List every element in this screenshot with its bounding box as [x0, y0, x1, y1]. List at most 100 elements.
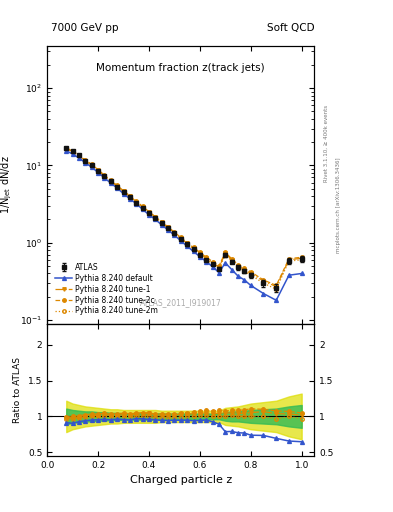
Pythia 8.240 tune-2m — [115, 184, 119, 190]
Pythia 8.240 tune-2m — [274, 286, 279, 292]
Pythia 8.240 tune-2c — [198, 249, 202, 255]
Pythia 8.240 default — [102, 175, 107, 181]
Y-axis label: 1/N$_{\rm jet}$ dN/dz: 1/N$_{\rm jet}$ dN/dz — [0, 156, 15, 214]
Pythia 8.240 tune-1 — [191, 245, 196, 251]
Pythia 8.240 tune-1 — [223, 250, 228, 257]
Pythia 8.240 tune-2m — [198, 251, 202, 258]
Pythia 8.240 tune-2m — [223, 251, 228, 258]
Pythia 8.240 tune-2c — [115, 182, 119, 188]
Pythia 8.240 tune-2c — [64, 145, 69, 151]
Pythia 8.240 tune-2c — [108, 177, 113, 183]
Pythia 8.240 tune-2c — [242, 265, 247, 271]
Pythia 8.240 tune-1 — [236, 263, 241, 269]
Pythia 8.240 default — [64, 147, 69, 154]
Pythia 8.240 default — [121, 190, 126, 197]
Pythia 8.240 tune-2m — [159, 220, 164, 226]
Pythia 8.240 default — [248, 283, 253, 289]
Pythia 8.240 default — [77, 155, 81, 161]
Pythia 8.240 default — [83, 160, 88, 166]
Pythia 8.240 tune-2c — [191, 244, 196, 250]
Pythia 8.240 tune-2m — [77, 153, 81, 159]
Pythia 8.240 tune-2c — [299, 254, 304, 260]
Pythia 8.240 default — [223, 260, 228, 266]
Pythia 8.240 default — [153, 217, 158, 223]
Pythia 8.240 tune-1 — [286, 257, 291, 263]
Pythia 8.240 tune-1 — [83, 158, 88, 164]
Pythia 8.240 default — [140, 206, 145, 212]
Pythia 8.240 tune-2m — [217, 266, 221, 272]
Pythia 8.240 tune-2c — [153, 214, 158, 220]
Pythia 8.240 tune-2m — [230, 258, 234, 264]
X-axis label: Charged particle z: Charged particle z — [130, 475, 232, 485]
Pythia 8.240 tune-2m — [166, 225, 171, 231]
Pythia 8.240 tune-1 — [64, 145, 69, 152]
Pythia 8.240 tune-1 — [159, 219, 164, 225]
Pythia 8.240 tune-1 — [127, 193, 132, 199]
Pythia 8.240 tune-2m — [286, 258, 291, 264]
Pythia 8.240 default — [230, 266, 234, 272]
Line: Pythia 8.240 tune-2c: Pythia 8.240 tune-2c — [64, 146, 303, 287]
Pythia 8.240 tune-1 — [147, 209, 151, 215]
Pythia 8.240 default — [70, 151, 75, 157]
Text: Momentum fraction z(track jets): Momentum fraction z(track jets) — [96, 63, 265, 73]
Pythia 8.240 tune-1 — [153, 214, 158, 220]
Pythia 8.240 tune-2m — [108, 178, 113, 184]
Line: Pythia 8.240 tune-1: Pythia 8.240 tune-1 — [64, 147, 303, 288]
Pythia 8.240 tune-2c — [102, 172, 107, 178]
Pythia 8.240 default — [159, 222, 164, 228]
Pythia 8.240 tune-1 — [198, 250, 202, 257]
Pythia 8.240 tune-2c — [134, 198, 139, 204]
Pythia 8.240 default — [172, 232, 177, 238]
Pythia 8.240 tune-2c — [83, 157, 88, 163]
Pythia 8.240 tune-2m — [96, 168, 101, 174]
Pythia 8.240 tune-2c — [89, 161, 94, 167]
Pythia 8.240 default — [147, 211, 151, 218]
Pythia 8.240 default — [96, 169, 101, 176]
Pythia 8.240 tune-1 — [134, 199, 139, 205]
Pythia 8.240 tune-2m — [204, 256, 209, 262]
Pythia 8.240 tune-2c — [166, 224, 171, 230]
Pythia 8.240 tune-2c — [223, 249, 228, 255]
Pythia 8.240 default — [115, 185, 119, 191]
Pythia 8.240 tune-1 — [185, 240, 189, 246]
Line: Pythia 8.240 tune-2m: Pythia 8.240 tune-2m — [64, 147, 303, 291]
Pythia 8.240 default — [210, 264, 215, 270]
Pythia 8.240 tune-1 — [178, 235, 183, 241]
Pythia 8.240 tune-2c — [96, 166, 101, 173]
Pythia 8.240 tune-1 — [210, 260, 215, 266]
Pythia 8.240 tune-2m — [70, 149, 75, 155]
Pythia 8.240 tune-2m — [153, 215, 158, 221]
Pythia 8.240 tune-2c — [127, 193, 132, 199]
Pythia 8.240 default — [236, 273, 241, 279]
Pythia 8.240 tune-1 — [230, 257, 234, 263]
Pythia 8.240 tune-2m — [185, 241, 189, 247]
Pythia 8.240 tune-2m — [210, 261, 215, 267]
Pythia 8.240 tune-1 — [274, 284, 279, 290]
Pythia 8.240 tune-1 — [89, 162, 94, 168]
Pythia 8.240 default — [166, 227, 171, 233]
Pythia 8.240 tune-2m — [147, 210, 151, 216]
Pythia 8.240 tune-1 — [166, 224, 171, 230]
Pythia 8.240 default — [178, 238, 183, 244]
Pythia 8.240 tune-1 — [70, 148, 75, 155]
Pythia 8.240 default — [286, 272, 291, 279]
Pythia 8.240 tune-2c — [274, 283, 279, 289]
Pythia 8.240 default — [198, 253, 202, 260]
Pythia 8.240 tune-2c — [217, 263, 221, 269]
Pythia 8.240 tune-2c — [248, 269, 253, 275]
Pythia 8.240 default — [185, 243, 189, 249]
Pythia 8.240 tune-2c — [121, 188, 126, 194]
Pythia 8.240 tune-2c — [172, 229, 177, 235]
Pythia 8.240 tune-1 — [217, 264, 221, 270]
Pythia 8.240 default — [134, 201, 139, 207]
Pythia 8.240 tune-1 — [299, 255, 304, 261]
Line: Pythia 8.240 default: Pythia 8.240 default — [64, 149, 304, 302]
Text: 7000 GeV pp: 7000 GeV pp — [51, 23, 119, 33]
Legend: ATLAS, Pythia 8.240 default, Pythia 8.240 tune-1, Pythia 8.240 tune-2c, Pythia 8: ATLAS, Pythia 8.240 default, Pythia 8.24… — [54, 261, 160, 317]
Pythia 8.240 tune-2c — [261, 277, 266, 283]
Pythia 8.240 tune-2m — [242, 268, 247, 274]
Pythia 8.240 tune-2c — [178, 234, 183, 241]
Pythia 8.240 tune-2c — [230, 255, 234, 262]
Pythia 8.240 default — [217, 270, 221, 276]
Pythia 8.240 default — [108, 180, 113, 186]
